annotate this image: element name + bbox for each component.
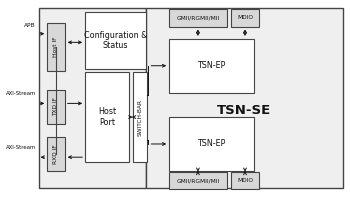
Text: MDIO: MDIO: [237, 178, 253, 183]
Bar: [146, 7, 343, 188]
Bar: [231, 9, 259, 27]
Text: GMII/RGMII/MII: GMII/RGMII/MII: [176, 178, 219, 183]
Text: AXI-Stream: AXI-Stream: [6, 145, 36, 150]
Bar: [169, 172, 227, 190]
Text: APB: APB: [25, 23, 36, 28]
Bar: [47, 23, 65, 71]
Text: TXD IF: TXD IF: [54, 97, 58, 116]
Bar: [40, 7, 146, 188]
Bar: [85, 72, 129, 162]
Text: TSN-SE: TSN-SE: [217, 104, 272, 117]
Text: GMII/RGMII/MII: GMII/RGMII/MII: [176, 15, 219, 20]
Bar: [133, 72, 147, 162]
Text: RXD IF: RXD IF: [54, 144, 58, 164]
Bar: [169, 39, 254, 93]
Bar: [169, 9, 227, 27]
Text: SWITCH-BAR: SWITCH-BAR: [137, 98, 142, 136]
Text: MDIO: MDIO: [237, 15, 253, 20]
Text: Configuration &
Status: Configuration & Status: [84, 31, 147, 50]
Bar: [47, 90, 65, 124]
Text: Host IF: Host IF: [54, 37, 58, 57]
Text: Host
Port: Host Port: [98, 107, 116, 127]
Bar: [85, 12, 146, 69]
Text: TSN-EP: TSN-EP: [197, 139, 226, 149]
Bar: [231, 172, 259, 190]
Text: TSN-EP: TSN-EP: [197, 61, 226, 70]
Bar: [169, 117, 254, 171]
Text: AXI-Stream: AXI-Stream: [6, 91, 36, 96]
Bar: [47, 137, 65, 171]
